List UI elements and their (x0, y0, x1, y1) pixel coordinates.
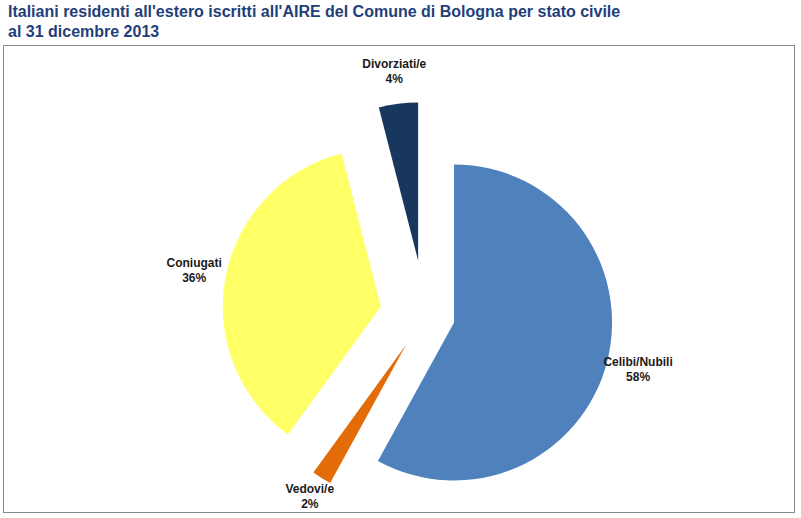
svg-text:Coniugati36%: Coniugati36% (166, 256, 221, 285)
svg-text:Vedovi/e2%: Vedovi/e2% (285, 482, 334, 511)
svg-text:Divorziati/e4%: Divorziati/e4% (362, 57, 426, 86)
svg-text:Celibi/Nubili58%: Celibi/Nubili58% (603, 355, 672, 384)
html-text:Italiani residenti all'estero: Italiani residenti all'estero iscritti a… (8, 3, 621, 40)
